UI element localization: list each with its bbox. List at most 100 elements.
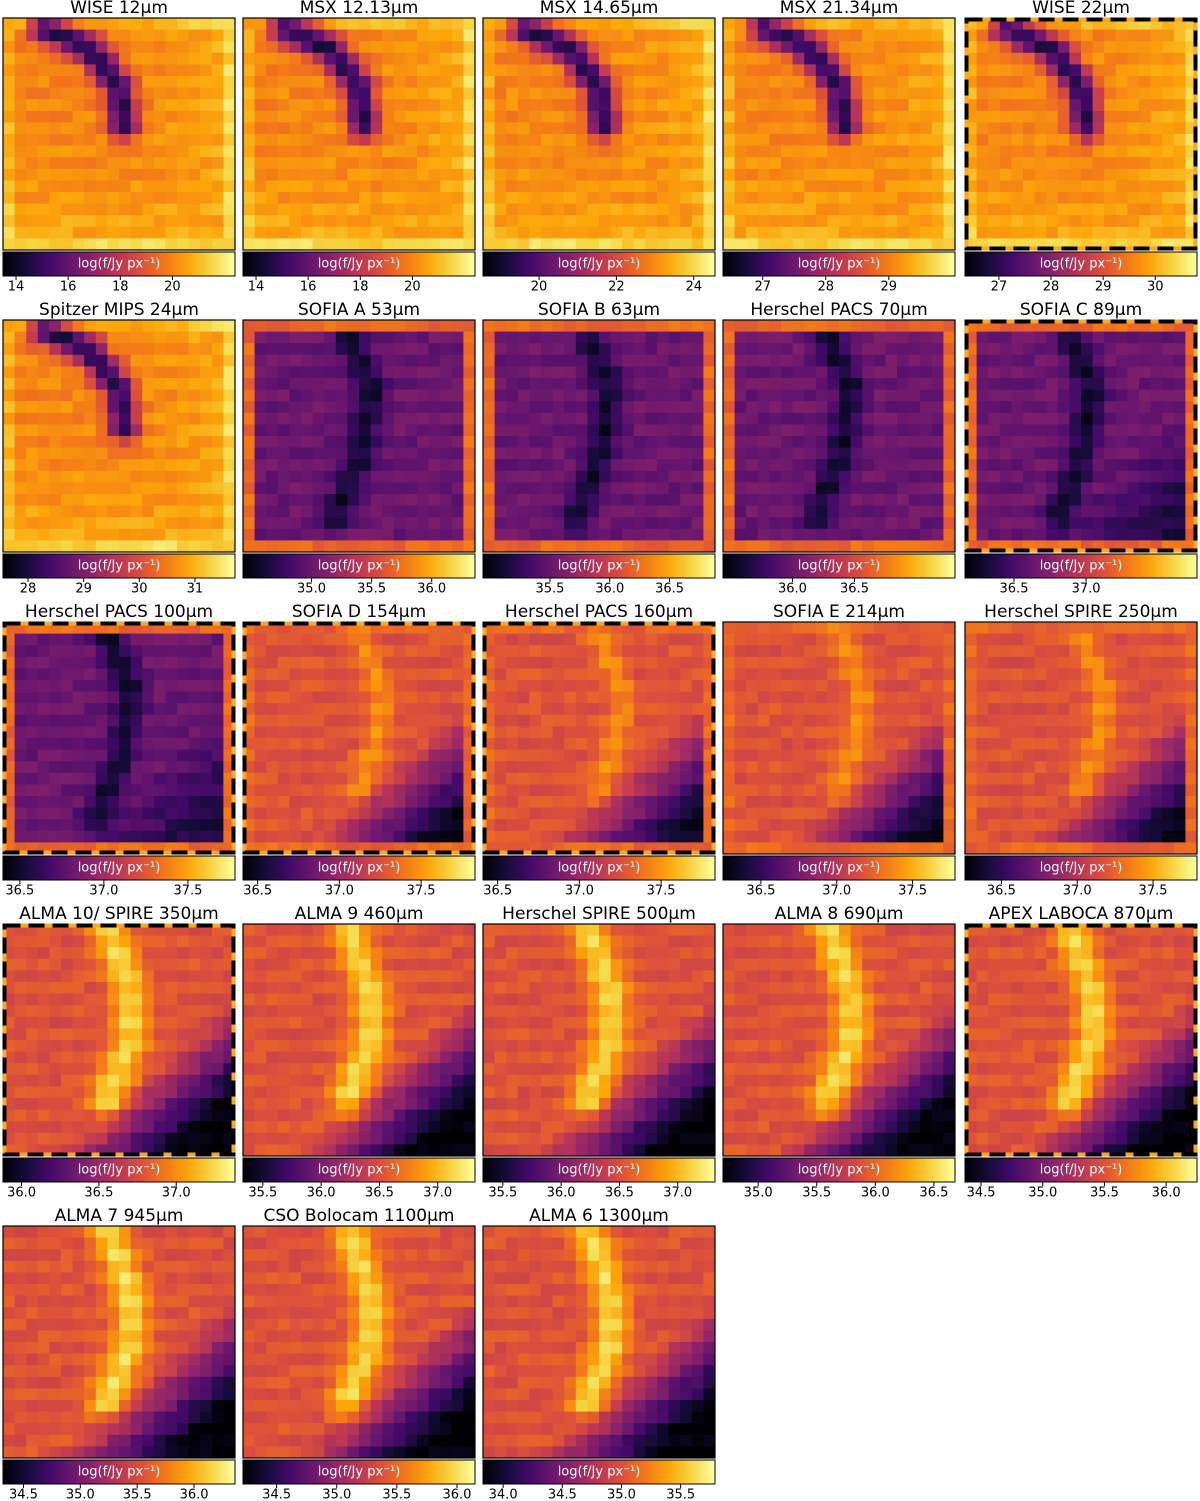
image-pixel <box>622 482 635 495</box>
image-pixel <box>107 424 120 437</box>
image-pixel <box>734 52 747 65</box>
image-pixel <box>1057 76 1070 88</box>
image-pixel <box>84 331 97 344</box>
image-pixel <box>3 203 15 216</box>
image-pixel <box>769 76 782 88</box>
image-pixel <box>428 505 441 518</box>
image-pixel <box>1069 494 1082 506</box>
image-pixel <box>680 366 693 379</box>
image-pixel <box>1034 41 1047 54</box>
image-pixel <box>827 331 840 344</box>
image-pixel <box>1081 52 1093 65</box>
image-pixel <box>703 470 716 483</box>
image-pixel <box>897 343 909 356</box>
image-pixel <box>223 436 236 448</box>
image-pixel <box>976 110 989 123</box>
image-pixel <box>999 482 1012 495</box>
image-pixel <box>1046 29 1059 42</box>
image-pixel <box>49 134 62 146</box>
image-pixel <box>61 110 73 123</box>
image-pixel <box>885 540 898 553</box>
image-pixel <box>142 331 155 344</box>
image-pixel <box>541 29 553 42</box>
image-pixel <box>1104 87 1117 100</box>
image-pixel <box>529 354 542 367</box>
image-pixel <box>14 714 27 727</box>
image-pixel <box>1057 436 1070 448</box>
image-pixel <box>827 134 840 146</box>
image-pixel <box>976 122 989 135</box>
image-pixel <box>931 459 944 472</box>
image-pixel <box>266 157 279 170</box>
image-pixel <box>529 401 542 414</box>
image-pixel <box>1092 354 1105 367</box>
image-pixel <box>266 761 279 774</box>
image-pixel <box>347 691 360 704</box>
image-pixel <box>920 436 933 448</box>
image-pixel <box>908 505 921 518</box>
image-pixel <box>1034 29 1047 42</box>
image-pixel <box>1092 110 1105 123</box>
image-pixel <box>734 64 747 77</box>
image-pixel <box>266 29 279 42</box>
image-pixel <box>691 110 704 123</box>
x-tick-label: 36.5 <box>655 582 684 597</box>
image-pixel <box>61 436 73 448</box>
image-pixel <box>564 401 577 414</box>
image-pixel <box>943 505 956 518</box>
image-pixel <box>130 354 143 367</box>
image-pixel <box>564 99 577 112</box>
image-pixel <box>72 238 85 251</box>
image-pixel <box>622 99 635 112</box>
image-pixel <box>223 320 236 332</box>
image-pixel <box>1162 459 1175 472</box>
image-pixel <box>37 18 50 30</box>
image-pixel <box>622 517 635 530</box>
image-pixel <box>61 749 73 762</box>
image-pixel <box>931 389 944 402</box>
image-pixel <box>428 830 441 843</box>
image-pixel <box>1127 389 1140 402</box>
image-pixel <box>1185 505 1198 518</box>
image-pixel <box>72 52 85 65</box>
image-pixel <box>440 656 453 669</box>
image-pixel <box>757 134 770 146</box>
image-pixel <box>382 482 395 495</box>
image-pixel <box>885 447 898 460</box>
image-pixel <box>393 168 406 181</box>
image-pixel <box>266 343 279 356</box>
image-pixel <box>599 459 611 472</box>
image-pixel <box>517 99 530 112</box>
image-pixel <box>827 52 840 65</box>
image-pixel <box>1011 76 1024 88</box>
image-pixel <box>494 215 507 228</box>
image-pixel <box>142 52 155 65</box>
image-pixel <box>1127 29 1140 42</box>
image-pixel <box>691 168 704 181</box>
image-pixel <box>483 540 495 553</box>
image-pixel <box>393 226 406 239</box>
image-pixel <box>1150 168 1163 181</box>
image-pixel <box>517 64 530 77</box>
image-pixel <box>723 343 735 356</box>
image-pixel <box>335 18 348 30</box>
image-pixel <box>757 447 770 460</box>
image-pixel <box>723 180 735 193</box>
image-pixel <box>37 122 50 135</box>
image-pixel <box>703 180 716 193</box>
image-pixel <box>1081 122 1093 135</box>
image-pixel <box>277 703 290 716</box>
image-pixel <box>312 331 325 344</box>
image-pixel <box>517 482 530 495</box>
image-pixel <box>107 482 120 495</box>
image-pixel <box>26 122 39 135</box>
image-pixel <box>417 830 429 843</box>
image-pixel <box>49 714 62 727</box>
image-pixel <box>885 18 898 30</box>
image-pixel <box>517 168 530 181</box>
image-pixel <box>72 203 85 216</box>
image-pixel <box>335 505 348 518</box>
image-pixel <box>107 505 120 518</box>
image-pixel <box>223 505 236 518</box>
